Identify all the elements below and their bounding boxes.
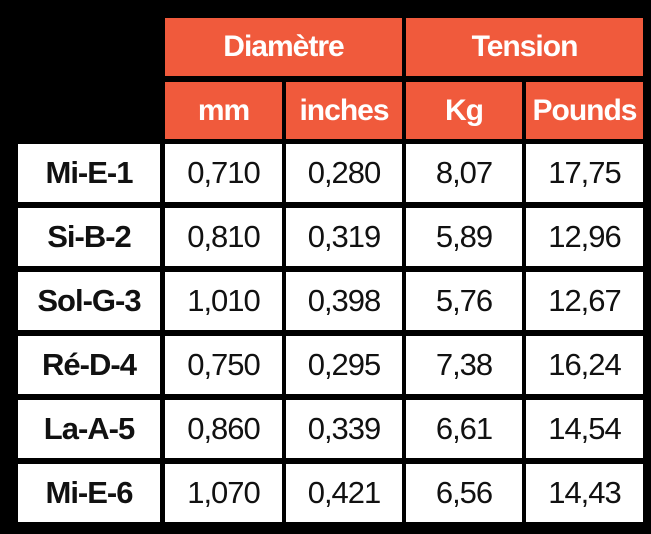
group-header: Diamètre [165,18,402,76]
row-label: Si-B-2 [18,208,160,266]
table-cell: 0,280 [286,144,402,202]
row-label: Mi-E-1 [18,144,160,202]
row-label: Mi-E-6 [18,464,160,522]
table-cell: 8,07 [406,144,522,202]
row-label: Ré-D-4 [18,336,160,394]
table-cell: 16,24 [526,336,643,394]
table-cell: 0,339 [286,400,402,458]
table-cell: 7,38 [406,336,522,394]
row-label: Sol-G-3 [18,272,160,330]
table-cell: 17,75 [526,144,643,202]
table-cell: 0,810 [165,208,282,266]
column-header: mm [165,82,282,139]
row-label: La-A-5 [18,400,160,458]
table-cell: 1,070 [165,464,282,522]
table-cell: 0,710 [165,144,282,202]
table-cell: 5,76 [406,272,522,330]
table-cell: 0,319 [286,208,402,266]
table-cell: 0,295 [286,336,402,394]
table-cell: 0,860 [165,400,282,458]
column-header: Kg [406,82,522,139]
column-header: Pounds [526,82,643,139]
table-cell: 5,89 [406,208,522,266]
table-cell: 6,56 [406,464,522,522]
table-cell: 0,421 [286,464,402,522]
table-cell: 14,43 [526,464,643,522]
table-cell: 14,54 [526,400,643,458]
table-cell: 0,750 [165,336,282,394]
group-header: Tension [406,18,643,76]
table-cell: 12,67 [526,272,643,330]
column-header: inches [286,82,402,139]
table-cell: 6,61 [406,400,522,458]
table-cell: 0,398 [286,272,402,330]
table-cell: 12,96 [526,208,643,266]
table-cell: 1,010 [165,272,282,330]
